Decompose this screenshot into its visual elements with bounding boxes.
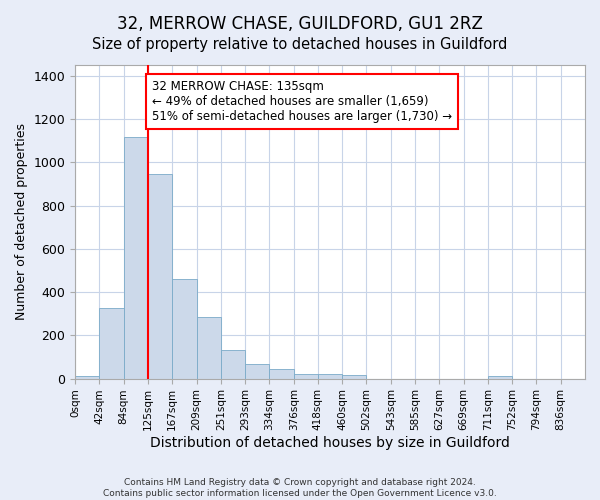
Text: Contains HM Land Registry data © Crown copyright and database right 2024.
Contai: Contains HM Land Registry data © Crown c…	[103, 478, 497, 498]
Text: 32, MERROW CHASE, GUILDFORD, GU1 2RZ: 32, MERROW CHASE, GUILDFORD, GU1 2RZ	[117, 15, 483, 33]
Bar	[100, 308, 124, 378]
Bar	[342, 376, 367, 378]
Bar	[488, 376, 512, 378]
Bar	[197, 317, 221, 378]
Text: 32 MERROW CHASE: 135sqm
← 49% of detached houses are smaller (1,659)
51% of semi: 32 MERROW CHASE: 135sqm ← 49% of detache…	[152, 80, 452, 123]
Bar	[75, 376, 100, 378]
Bar	[148, 174, 172, 378]
Bar	[124, 138, 148, 378]
Bar	[269, 369, 293, 378]
Bar	[293, 374, 318, 378]
Bar	[245, 364, 269, 378]
Bar	[172, 278, 197, 378]
Bar	[221, 350, 245, 378]
Text: Size of property relative to detached houses in Guildford: Size of property relative to detached ho…	[92, 38, 508, 52]
Bar	[318, 374, 342, 378]
X-axis label: Distribution of detached houses by size in Guildford: Distribution of detached houses by size …	[150, 436, 510, 450]
Y-axis label: Number of detached properties: Number of detached properties	[15, 124, 28, 320]
